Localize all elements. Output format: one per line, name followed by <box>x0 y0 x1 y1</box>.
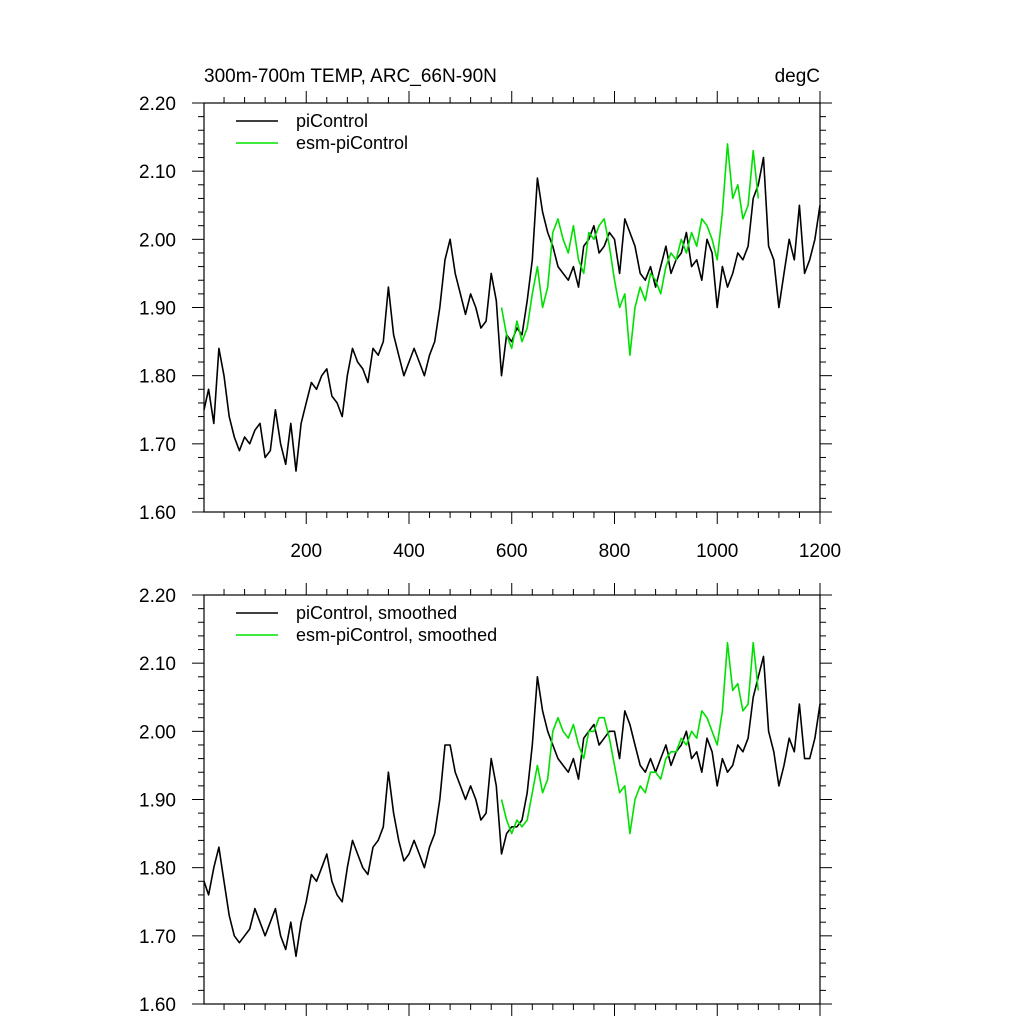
chart-smoothed-series-picontrol-line <box>203 655 821 958</box>
chart-raw-y-tick-label: 2.00 <box>139 230 176 251</box>
chart-smoothed-y-tick-label: 1.60 <box>139 995 176 1016</box>
chart-smoothed-series-esm-picontrol-line <box>500 641 760 835</box>
chart-smoothed-y-tick-label: 2.00 <box>139 722 176 743</box>
chart-raw-y-tick-label: 2.10 <box>139 162 176 183</box>
chart-raw-x-tick-label: 600 <box>496 541 528 562</box>
chart-raw-y-tick-label: 1.90 <box>139 299 176 320</box>
chart-smoothed-y-tick-label: 2.20 <box>139 586 176 607</box>
chart-raw-x-tick-label: 1200 <box>799 541 841 562</box>
chart-raw-y-tick-label: 1.80 <box>139 367 176 388</box>
chart-raw-x-tick-label: 200 <box>290 541 322 562</box>
chart-smoothed-y-tick-label: 2.10 <box>139 654 176 675</box>
chart-raw-x-tick-label: 1000 <box>696 541 738 562</box>
chart-raw-x-tick-label: 400 <box>393 541 425 562</box>
figure-title: 300m-700m TEMP, ARC_66N-90N <box>204 66 497 87</box>
chart-raw-frame <box>203 102 821 513</box>
chart-smoothed-frame <box>203 594 821 1005</box>
chart-raw-series-esm-picontrol-line <box>500 143 760 357</box>
chart-raw-y-tick-label: 2.20 <box>139 94 176 115</box>
chart-raw-legend-label: esm-piControl <box>296 133 408 153</box>
chart-raw-x-tick-label: 800 <box>599 541 631 562</box>
chart-raw-series-picontrol-line <box>203 156 821 472</box>
chart-smoothed-y-tick-label: 1.70 <box>139 927 176 948</box>
chart-raw-y-tick-label: 1.70 <box>139 435 176 456</box>
chart-smoothed-y-tick-label: 1.80 <box>139 859 176 880</box>
chart-smoothed-y-tick-label: 1.90 <box>139 791 176 812</box>
chart-raw-legend-label: piControl <box>296 111 368 131</box>
units-label: degC <box>775 66 820 87</box>
chart-smoothed-legend-label: piControl, smoothed <box>296 603 457 623</box>
chart-smoothed-legend-label: esm-piControl, smoothed <box>296 625 497 645</box>
chart-raw-y-tick-label: 1.60 <box>139 503 176 524</box>
